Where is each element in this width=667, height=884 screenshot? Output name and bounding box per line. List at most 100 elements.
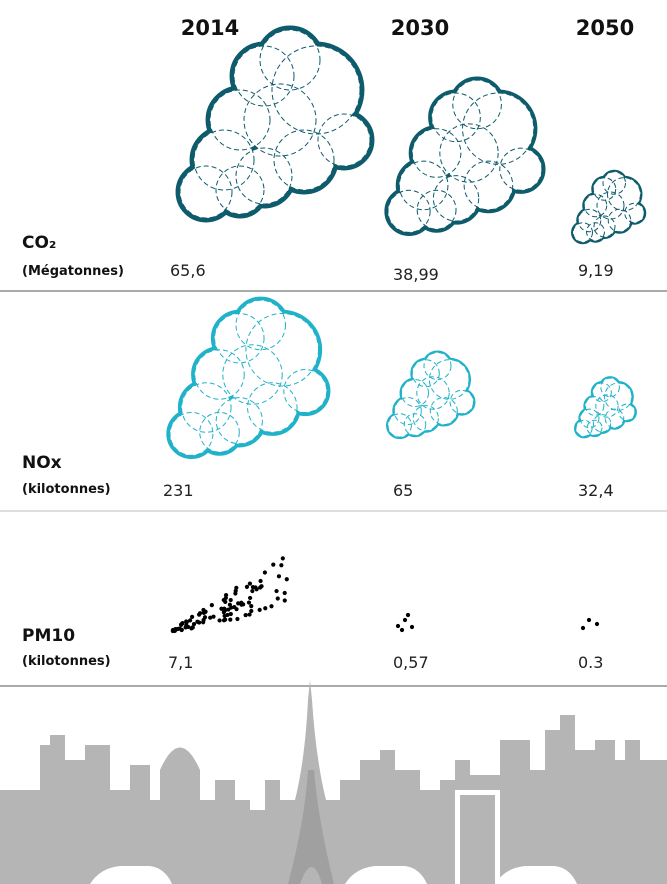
particle bbox=[594, 621, 600, 627]
particle bbox=[209, 603, 214, 608]
cloud-inner bbox=[604, 382, 633, 411]
cloud-inner bbox=[429, 397, 458, 425]
particle bbox=[246, 600, 252, 605]
particle bbox=[262, 570, 268, 575]
value: 32,4 bbox=[578, 481, 614, 500]
particle bbox=[263, 606, 268, 611]
cloud-inner bbox=[273, 129, 335, 191]
cloud bbox=[386, 350, 476, 440]
year-header: 2014 bbox=[181, 16, 239, 40]
illustrations bbox=[166, 25, 647, 634]
cloud bbox=[384, 76, 546, 236]
cloud-inner bbox=[245, 312, 320, 387]
particle bbox=[197, 612, 202, 617]
particle bbox=[211, 614, 216, 619]
cloud-inner bbox=[596, 191, 625, 220]
cloud-inner bbox=[577, 208, 602, 233]
cloud-fill bbox=[450, 390, 474, 414]
particle bbox=[191, 622, 197, 627]
cloud-inner bbox=[607, 208, 632, 233]
cloud-inner bbox=[416, 376, 450, 410]
cloud-inner bbox=[398, 160, 449, 211]
particle bbox=[247, 581, 253, 586]
cloud-inner bbox=[595, 394, 619, 418]
particle bbox=[208, 615, 213, 620]
particle bbox=[395, 623, 401, 629]
cloud-fill bbox=[624, 203, 645, 223]
particle bbox=[201, 607, 206, 613]
cloud-inner bbox=[215, 397, 263, 445]
cloud-inner bbox=[243, 83, 317, 157]
cloud-inner bbox=[439, 123, 499, 183]
cloud-inner bbox=[432, 175, 480, 222]
cloud bbox=[175, 25, 375, 223]
value: 38,99 bbox=[393, 265, 439, 284]
cloud-inner bbox=[193, 129, 255, 191]
particle bbox=[248, 595, 253, 601]
cloud-inner bbox=[463, 160, 514, 211]
particle bbox=[243, 612, 248, 618]
particle bbox=[225, 612, 230, 618]
cloud-inner bbox=[387, 413, 412, 438]
particle bbox=[189, 626, 194, 631]
particle bbox=[409, 624, 415, 630]
cloud-inner bbox=[235, 147, 293, 205]
particle bbox=[188, 618, 193, 623]
particle bbox=[179, 622, 184, 627]
particle bbox=[284, 577, 289, 582]
eiffel-tower bbox=[288, 770, 334, 884]
particle bbox=[173, 627, 178, 632]
particle bbox=[247, 612, 252, 617]
row-label: PM10 bbox=[22, 626, 75, 646]
particle bbox=[228, 597, 233, 603]
cloud-inner bbox=[449, 389, 474, 415]
cloud-inner bbox=[259, 29, 321, 91]
particle bbox=[402, 617, 408, 623]
row-label: CO₂ bbox=[22, 233, 56, 253]
particle bbox=[249, 608, 254, 614]
particle bbox=[275, 596, 280, 601]
cloud bbox=[571, 169, 647, 245]
row-unit: (Mégatonnes) bbox=[22, 264, 124, 279]
cloud-inner bbox=[271, 45, 361, 135]
cloud-inner bbox=[462, 92, 535, 165]
cloud-inner bbox=[387, 189, 431, 233]
particle bbox=[580, 625, 586, 631]
cloud-inner bbox=[452, 79, 502, 130]
cloud-fill bbox=[283, 369, 327, 413]
particle bbox=[279, 563, 284, 568]
particle bbox=[274, 588, 279, 594]
particle bbox=[229, 605, 234, 610]
particle bbox=[271, 562, 276, 567]
cloud-inner bbox=[233, 45, 295, 107]
particle bbox=[179, 627, 184, 632]
cloud-inner bbox=[247, 382, 298, 433]
particle bbox=[201, 617, 206, 623]
row-label: NOx bbox=[22, 453, 62, 473]
value: 65 bbox=[393, 481, 413, 500]
particle bbox=[235, 616, 240, 622]
cloud-fill bbox=[318, 114, 370, 166]
cloud bbox=[574, 376, 637, 439]
cloud-inner bbox=[179, 165, 233, 219]
particle bbox=[184, 619, 189, 624]
value: 9,19 bbox=[578, 261, 614, 280]
cloud-inner bbox=[393, 397, 422, 425]
cloud-inner bbox=[209, 89, 271, 151]
cloud-inner bbox=[579, 408, 600, 429]
row-unit: (kilotonnes) bbox=[22, 654, 111, 669]
particle bbox=[269, 604, 274, 609]
particle bbox=[258, 578, 263, 584]
cloud-inner bbox=[416, 189, 457, 230]
cloud-fill bbox=[499, 148, 542, 191]
cloud-inner bbox=[586, 419, 603, 436]
cloud-inner bbox=[584, 396, 605, 416]
cloud-inner bbox=[618, 403, 636, 421]
year-header: 2050 bbox=[576, 16, 634, 40]
cloud-inner bbox=[215, 165, 265, 215]
particle bbox=[244, 584, 250, 589]
cloud-inner bbox=[199, 411, 240, 453]
cloud-inner bbox=[602, 171, 626, 195]
value: 65,6 bbox=[170, 261, 206, 280]
particle bbox=[228, 617, 233, 622]
